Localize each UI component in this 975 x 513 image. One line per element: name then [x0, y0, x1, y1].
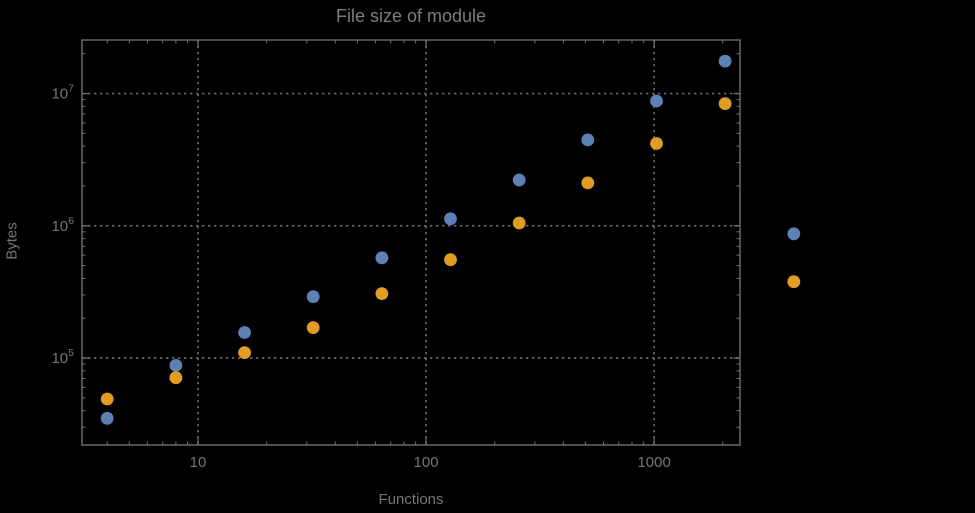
x-tick-label: 10 — [190, 454, 207, 471]
tick-labels: 10 100 1000 105 106 107 — [51, 83, 670, 471]
x-tick-label: 100 — [414, 454, 439, 471]
data-point — [650, 137, 663, 150]
data-point — [444, 212, 457, 226]
y-tick-label: 106 — [51, 215, 74, 235]
data-point — [650, 94, 663, 108]
data-point — [718, 97, 732, 110]
data-point — [375, 251, 389, 265]
data-point — [718, 54, 732, 68]
data-point — [306, 290, 320, 304]
plot-frame — [81, 39, 741, 446]
data-point — [238, 346, 252, 359]
x-tick-label: 1000 — [637, 454, 670, 471]
y-axis-label: Bytes — [3, 222, 21, 260]
data-point — [375, 287, 389, 300]
data-point — [444, 253, 457, 267]
data-point — [512, 173, 526, 187]
data-point — [787, 227, 801, 241]
tick-marks — [82, 40, 740, 445]
chart-title: File size of module — [335, 6, 487, 26]
data-point — [306, 321, 320, 334]
data-point — [100, 392, 114, 406]
data-point — [787, 275, 801, 289]
data-point — [581, 176, 595, 190]
series-orange — [100, 97, 801, 406]
data-point — [169, 371, 183, 385]
x-axis-label: Functions — [378, 491, 444, 508]
data-point — [512, 216, 526, 230]
y-tick-label: 107 — [51, 83, 74, 103]
data-point — [581, 133, 595, 147]
data-point — [100, 411, 114, 425]
y-tick-label: 105 — [51, 347, 74, 367]
data-point — [169, 359, 183, 372]
grid-lines — [82, 40, 740, 445]
data-point — [238, 326, 252, 339]
series-blue — [100, 54, 801, 425]
